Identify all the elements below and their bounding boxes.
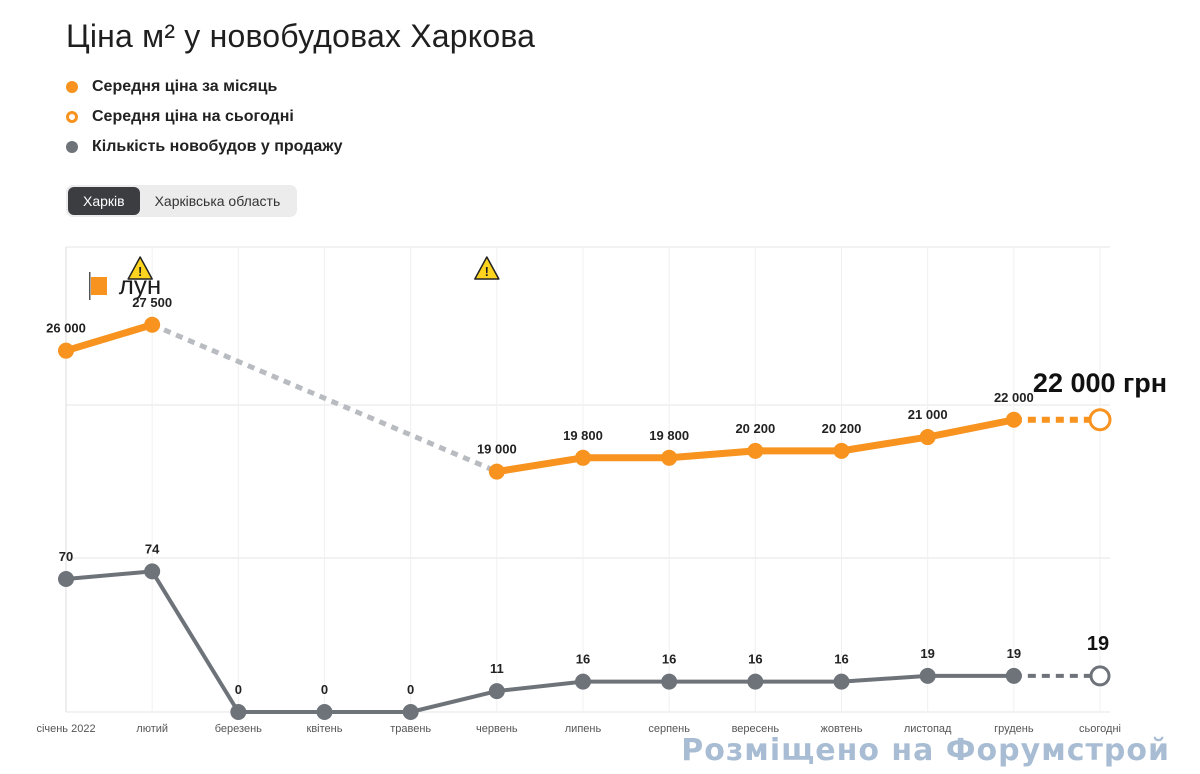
legend-label: Середня ціна за місяць: [92, 78, 278, 95]
price-data-label: 20 200: [735, 421, 775, 436]
x-tick-label: березень: [215, 723, 262, 735]
count-data-label: 11: [490, 661, 504, 676]
chart-title: Ціна м² у новобудовах Харкова: [66, 18, 536, 54]
price-line-segment: [924, 416, 1018, 441]
count-point[interactable]: [230, 704, 247, 720]
count-line-segment: [64, 569, 155, 581]
price-data-label: 19 000: [477, 442, 517, 457]
x-tick-label: вересень: [732, 723, 780, 735]
count-data-label: 19: [1007, 646, 1021, 661]
x-tick-label: лютий: [136, 723, 168, 735]
legend: Середня ціна за місяць Середня ціна на с…: [66, 72, 343, 162]
count-point[interactable]: [575, 673, 591, 690]
count-data-label: 16: [662, 652, 676, 667]
price-point[interactable]: [1005, 411, 1022, 428]
x-tick-label: листопад: [904, 723, 952, 735]
count-data-label: 16: [576, 652, 590, 667]
price-point[interactable]: [919, 429, 936, 446]
price-today-point[interactable]: [1088, 408, 1112, 432]
legend-label: Середня ціна на сьогодні: [92, 108, 294, 125]
count-today-point[interactable]: [1089, 665, 1111, 687]
count-point[interactable]: [661, 673, 678, 690]
price-line-segment: [665, 447, 759, 462]
x-tick-label: липень: [565, 723, 602, 735]
x-tick-label: червень: [476, 723, 518, 735]
x-tick-label: квітень: [307, 723, 343, 735]
count-line-segment: [408, 689, 499, 714]
count-line-segment: [150, 569, 241, 714]
x-tick-label: травень: [390, 723, 431, 735]
logo-icon: [91, 277, 107, 295]
count-today-label: 19: [1087, 633, 1109, 655]
price-today-label: 22 000 грн: [1033, 368, 1167, 398]
price-point[interactable]: [144, 316, 161, 333]
warning-icon[interactable]: [474, 256, 500, 280]
count-line-segment: [494, 679, 585, 694]
count-line-segment: [839, 673, 930, 684]
price-point[interactable]: [833, 442, 850, 459]
count-point[interactable]: [488, 683, 505, 700]
warning-icon-mark: !: [485, 264, 489, 279]
count-data-label: 74: [145, 541, 160, 556]
legend-marker-hollow-orange: [66, 111, 78, 123]
count-data-label: 70: [59, 549, 73, 564]
legend-item-today-price: Середня ціна на сьогодні: [66, 102, 343, 132]
count-point[interactable]: [144, 563, 161, 580]
price-data-label: 27 500: [132, 295, 172, 310]
warning-icon-mark: !: [138, 264, 142, 279]
legend-item-monthly-price: Середня ціна за місяць: [66, 72, 343, 102]
count-point[interactable]: [316, 704, 333, 720]
count-point[interactable]: [58, 571, 74, 587]
tab-kharkiv[interactable]: Харків: [68, 187, 140, 215]
count-data-label: 0: [407, 682, 414, 697]
price-point[interactable]: [747, 442, 764, 459]
x-tick-label: сьогодні: [1079, 723, 1121, 735]
x-tick-label: жовтень: [821, 723, 863, 735]
price-point[interactable]: [488, 463, 505, 480]
price-data-label: 26 000: [46, 321, 86, 336]
price-data-label: 19 800: [563, 428, 603, 443]
region-switcher: Харків Харківська область: [66, 185, 298, 217]
tab-kharkiv-oblast[interactable]: Харківська область: [154, 193, 281, 209]
price-gap-segment: [151, 322, 498, 474]
x-tick-label: грудень: [994, 723, 1034, 735]
price-data-label: 22 000: [994, 390, 1034, 405]
price-line-segment: [62, 321, 156, 355]
count-point[interactable]: [747, 673, 764, 690]
x-tick-label: серпень: [648, 723, 690, 735]
count-data-label: 0: [321, 682, 328, 697]
legend-marker-solid-gray: [66, 141, 78, 153]
x-tick-label: січень 2022: [36, 723, 95, 735]
count-point[interactable]: [1005, 667, 1022, 684]
logo-icon: [89, 272, 91, 300]
count-point[interactable]: [919, 667, 936, 684]
count-data-label: 16: [748, 652, 762, 667]
watermark: Розміщено на Форумстрой: [681, 733, 1170, 768]
legend-label: Кількість новобудов у продажу: [92, 138, 343, 155]
legend-marker-solid-orange: [66, 81, 78, 93]
count-point[interactable]: [402, 704, 419, 720]
price-point[interactable]: [661, 449, 678, 466]
count-point[interactable]: [833, 673, 850, 690]
warning-icon[interactable]: [127, 256, 153, 280]
legend-item-count: Кількість новобудов у продажу: [66, 132, 343, 162]
price-data-label: 21 000: [908, 407, 948, 422]
price-line-segment: [493, 454, 587, 476]
price-data-label: 19 800: [649, 428, 689, 443]
price-point[interactable]: [575, 449, 591, 466]
count-data-label: 19: [920, 646, 934, 661]
count-data-label: 16: [834, 652, 848, 667]
price-point[interactable]: [58, 342, 74, 359]
price-data-label: 20 200: [822, 421, 862, 436]
price-line-segment: [838, 433, 932, 455]
count-data-label: 0: [235, 682, 242, 697]
